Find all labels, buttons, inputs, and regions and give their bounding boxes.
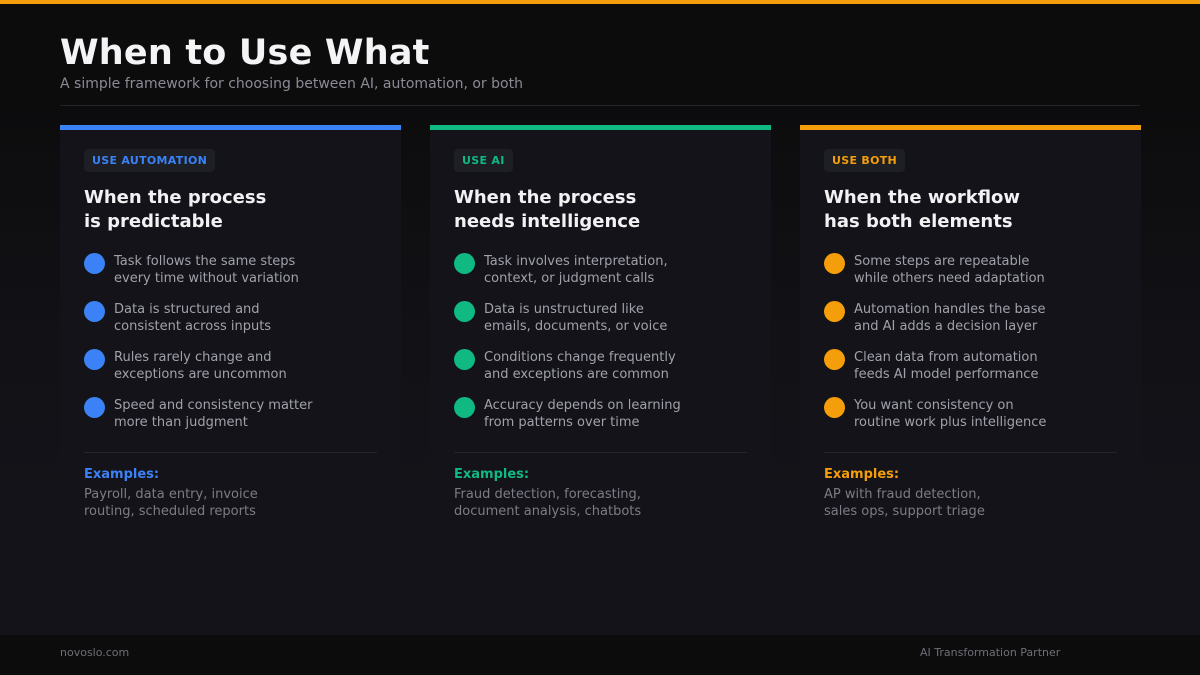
criteria-text: Some steps are repeatable while others n… xyxy=(854,254,1045,286)
examples-text: AP with fraud detection, sales ops, supp… xyxy=(824,487,985,519)
page-footer: novoslo.com AI Transformation Partner xyxy=(0,635,1200,675)
list-item: Conditions change frequently and excepti… xyxy=(454,349,754,397)
bullet-dot-icon xyxy=(454,349,475,370)
card-accent-bar xyxy=(430,125,771,130)
bullet-dot-icon xyxy=(454,253,475,274)
bullet-dot-icon xyxy=(84,349,105,370)
bullet-dot-icon xyxy=(454,301,475,322)
page-title: When to Use What xyxy=(60,33,430,73)
card-divider xyxy=(824,452,1117,453)
header-divider xyxy=(60,105,1140,106)
list-item: Task involves interpretation, context, o… xyxy=(454,253,754,301)
card-divider xyxy=(84,452,377,453)
category-badge: USE BOTH xyxy=(824,149,906,172)
card-both: USE BOTH When the workflow has both elem… xyxy=(800,125,1141,545)
examples-text: Payroll, data entry, invoice routing, sc… xyxy=(84,487,258,519)
criteria-text: Automation handles the base and AI adds … xyxy=(854,302,1046,334)
page-subtitle: A simple framework for choosing between … xyxy=(60,76,523,92)
list-item: Data is structured and consistent across… xyxy=(84,301,384,349)
criteria-text: Data is structured and consistent across… xyxy=(114,302,272,334)
card-ai: USE AI When the process needs intelligen… xyxy=(430,125,771,545)
examples-label: Examples: xyxy=(84,467,160,482)
criteria-list: Task follows the same steps every time w… xyxy=(84,253,384,445)
list-item: Accuracy depends on learning from patter… xyxy=(454,397,754,445)
criteria-text: You want consistency on routine work plu… xyxy=(854,398,1047,430)
bullet-dot-icon xyxy=(84,397,105,418)
criteria-text: Speed and consistency matter more than j… xyxy=(114,398,313,430)
criteria-text: Conditions change frequently and excepti… xyxy=(484,350,676,382)
list-item: Clean data from automation feeds AI mode… xyxy=(824,349,1124,397)
bullet-dot-icon xyxy=(84,253,105,274)
top-accent-bar xyxy=(0,0,1200,4)
criteria-text: Task follows the same steps every time w… xyxy=(114,254,299,286)
list-item: Rules rarely change and exceptions are u… xyxy=(84,349,384,397)
card-automation: USE AUTOMATION When the process is predi… xyxy=(60,125,401,545)
card-title: When the process needs intelligence xyxy=(454,187,641,232)
examples-text: Fraud detection, forecasting, document a… xyxy=(454,487,642,519)
list-item: Data is unstructured like emails, docume… xyxy=(454,301,754,349)
card-accent-bar xyxy=(60,125,401,130)
card-divider xyxy=(454,452,747,453)
criteria-text: Clean data from automation feeds AI mode… xyxy=(854,350,1039,382)
bullet-dot-icon xyxy=(84,301,105,322)
list-item: Task follows the same steps every time w… xyxy=(84,253,384,301)
criteria-text: Task involves interpretation, context, o… xyxy=(484,254,668,286)
footer-website: novoslo.com xyxy=(60,646,130,659)
card-title: When the process is predictable xyxy=(84,187,267,232)
bullet-dot-icon xyxy=(824,253,845,274)
examples-label: Examples: xyxy=(824,467,900,482)
category-badge: USE AI xyxy=(454,149,513,172)
list-item: You want consistency on routine work plu… xyxy=(824,397,1124,445)
examples-label: Examples: xyxy=(454,467,530,482)
framework-cards: USE AUTOMATION When the process is predi… xyxy=(60,125,1141,545)
card-title: When the workflow has both elements xyxy=(824,187,1021,232)
bullet-dot-icon xyxy=(824,301,845,322)
page-header: When to Use What A simple framework for … xyxy=(60,33,1140,93)
criteria-list: Task involves interpretation, context, o… xyxy=(454,253,754,445)
list-item: Automation handles the base and AI adds … xyxy=(824,301,1124,349)
bullet-dot-icon xyxy=(824,397,845,418)
criteria-text: Accuracy depends on learning from patter… xyxy=(484,398,681,430)
list-item: Speed and consistency matter more than j… xyxy=(84,397,384,445)
bullet-dot-icon xyxy=(824,349,845,370)
footer-tagline: AI Transformation Partner xyxy=(920,646,1061,659)
criteria-list: Some steps are repeatable while others n… xyxy=(824,253,1124,445)
criteria-text: Rules rarely change and exceptions are u… xyxy=(114,350,287,382)
list-item: Some steps are repeatable while others n… xyxy=(824,253,1124,301)
category-badge: USE AUTOMATION xyxy=(84,149,216,172)
criteria-text: Data is unstructured like emails, docume… xyxy=(484,302,668,334)
card-accent-bar xyxy=(800,125,1141,130)
bullet-dot-icon xyxy=(454,397,475,418)
